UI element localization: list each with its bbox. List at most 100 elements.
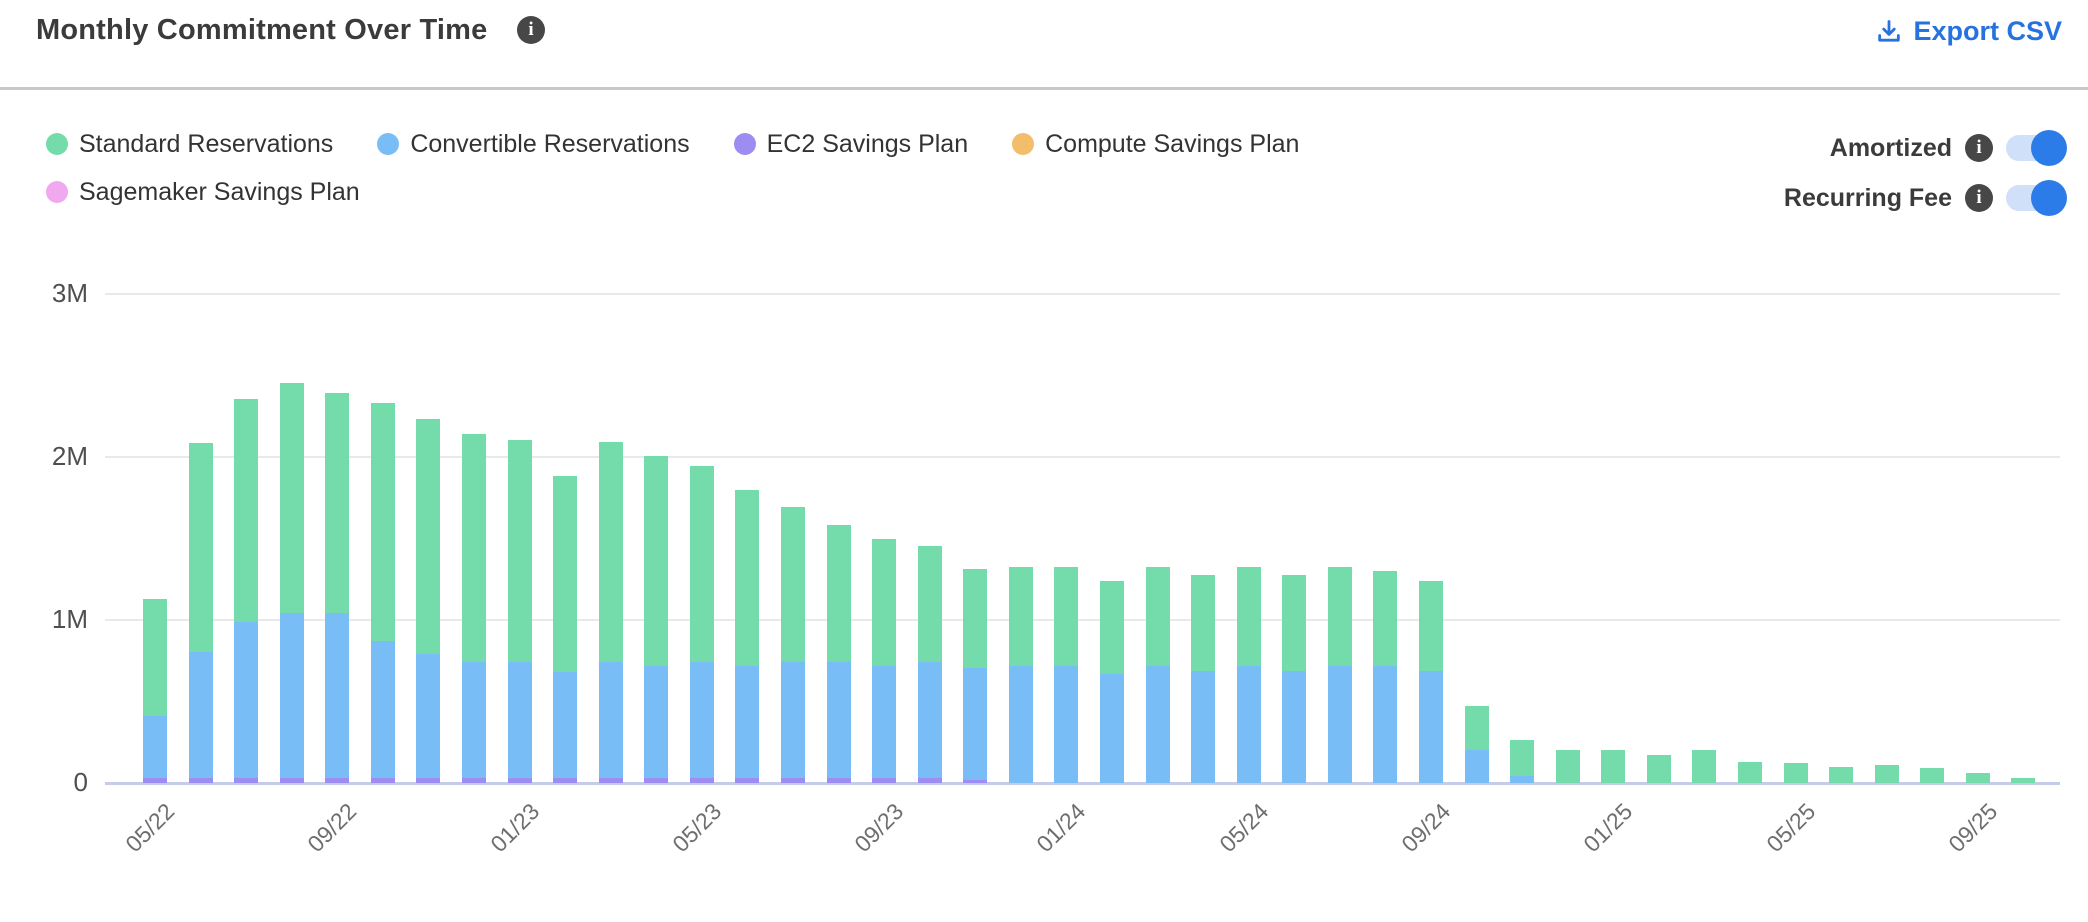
convertible-reservations-segment[interactable] <box>1236 666 1261 783</box>
bar-10/22[interactable] <box>370 250 395 783</box>
legend-item-ec2-savings-plan[interactable]: EC2 Savings Plan <box>733 128 968 160</box>
standard-reservations-segment[interactable] <box>553 476 578 672</box>
bar-03/23[interactable] <box>598 250 623 783</box>
bar-01/25[interactable] <box>1601 250 1626 783</box>
bar-12/23[interactable] <box>1008 250 1033 783</box>
convertible-reservations-segment[interactable] <box>234 622 259 778</box>
bar-04/23[interactable] <box>644 250 669 783</box>
ec2-savings-plan-segment[interactable] <box>872 778 897 783</box>
convertible-reservations-segment[interactable] <box>279 613 304 778</box>
convertible-reservations-segment[interactable] <box>917 662 942 778</box>
bar-10/23[interactable] <box>917 250 942 783</box>
bar-09/22[interactable] <box>325 250 350 783</box>
ec2-savings-plan-segment[interactable] <box>416 778 441 783</box>
standard-reservations-segment[interactable] <box>507 440 532 662</box>
standard-reservations-segment[interactable] <box>1692 750 1717 783</box>
convertible-reservations-segment[interactable] <box>1008 666 1033 783</box>
convertible-reservations-segment[interactable] <box>963 668 988 780</box>
ec2-savings-plan-segment[interactable] <box>507 778 532 783</box>
bar-09/23[interactable] <box>872 250 897 783</box>
standard-reservations-segment[interactable] <box>644 456 669 666</box>
standard-reservations-segment[interactable] <box>416 419 441 654</box>
ec2-savings-plan-segment[interactable] <box>279 778 304 783</box>
bar-07/25[interactable] <box>1874 250 1899 783</box>
standard-reservations-segment[interactable] <box>963 569 988 668</box>
standard-reservations-segment[interactable] <box>1373 571 1398 666</box>
bar-05/24[interactable] <box>1236 250 1261 783</box>
convertible-reservations-segment[interactable] <box>143 716 167 778</box>
convertible-reservations-segment[interactable] <box>1282 671 1307 783</box>
bar-04/25[interactable] <box>1737 250 1762 783</box>
bar-12/22[interactable] <box>461 250 486 783</box>
bar-03/24[interactable] <box>1145 250 1170 783</box>
legend-item-convertible-reservations[interactable]: Convertible Reservations <box>377 128 690 160</box>
standard-reservations-segment[interactable] <box>279 383 304 613</box>
ec2-savings-plan-segment[interactable] <box>963 780 988 783</box>
standard-reservations-segment[interactable] <box>1737 762 1762 783</box>
ec2-savings-plan-segment[interactable] <box>735 778 760 783</box>
standard-reservations-segment[interactable] <box>1099 581 1124 674</box>
standard-reservations-segment[interactable] <box>370 403 395 641</box>
convertible-reservations-segment[interactable] <box>598 662 623 778</box>
bar-07/22[interactable] <box>234 250 259 783</box>
ec2-savings-plan-segment[interactable] <box>325 778 350 783</box>
ec2-savings-plan-segment[interactable] <box>370 778 395 783</box>
ec2-savings-plan-segment[interactable] <box>689 778 714 783</box>
bar-06/24[interactable] <box>1282 250 1307 783</box>
bar-06/22[interactable] <box>188 250 213 783</box>
bar-11/23[interactable] <box>963 250 988 783</box>
ec2-savings-plan-segment[interactable] <box>644 778 669 783</box>
standard-reservations-segment[interactable] <box>1874 765 1899 783</box>
ec2-savings-plan-segment[interactable] <box>553 778 578 783</box>
convertible-reservations-segment[interactable] <box>553 672 578 778</box>
toggle-switch-recurring-fee[interactable] <box>2006 180 2067 216</box>
bar-02/24[interactable] <box>1099 250 1124 783</box>
standard-reservations-segment[interactable] <box>1965 773 1990 783</box>
bar-11/24[interactable] <box>1510 250 1535 783</box>
standard-reservations-segment[interactable] <box>1464 706 1489 750</box>
standard-reservations-segment[interactable] <box>461 434 486 662</box>
standard-reservations-segment[interactable] <box>598 442 623 662</box>
bar-02/23[interactable] <box>553 250 578 783</box>
legend-item-sagemaker-savings-plan[interactable]: Sagemaker Savings Plan <box>46 176 360 208</box>
convertible-reservations-segment[interactable] <box>1464 750 1489 783</box>
convertible-reservations-segment[interactable] <box>1054 666 1079 783</box>
convertible-reservations-segment[interactable] <box>644 666 669 778</box>
legend-item-standard-reservations[interactable]: Standard Reservations <box>46 128 333 160</box>
standard-reservations-segment[interactable] <box>872 539 897 666</box>
standard-reservations-segment[interactable] <box>1783 763 1808 783</box>
ec2-savings-plan-segment[interactable] <box>917 778 942 783</box>
convertible-reservations-segment[interactable] <box>1099 674 1124 783</box>
convertible-reservations-segment[interactable] <box>872 666 897 778</box>
convertible-reservations-segment[interactable] <box>780 662 805 778</box>
standard-reservations-segment[interactable] <box>1920 768 1945 783</box>
info-icon-amortized[interactable]: i <box>1965 134 1993 162</box>
convertible-reservations-segment[interactable] <box>1418 671 1443 783</box>
standard-reservations-segment[interactable] <box>917 546 942 662</box>
export-csv-button[interactable]: Export CSV <box>1875 16 2062 47</box>
standard-reservations-segment[interactable] <box>1191 575 1216 671</box>
convertible-reservations-segment[interactable] <box>826 662 851 778</box>
convertible-reservations-segment[interactable] <box>507 662 532 778</box>
standard-reservations-segment[interactable] <box>1646 755 1671 783</box>
bar-03/25[interactable] <box>1692 250 1717 783</box>
standard-reservations-segment[interactable] <box>1008 567 1033 666</box>
convertible-reservations-segment[interactable] <box>689 662 714 778</box>
standard-reservations-segment[interactable] <box>1236 567 1261 666</box>
bar-08/25[interactable] <box>1920 250 1945 783</box>
standard-reservations-segment[interactable] <box>735 490 760 666</box>
standard-reservations-segment[interactable] <box>1327 567 1352 666</box>
ec2-savings-plan-segment[interactable] <box>461 778 486 783</box>
ec2-savings-plan-segment[interactable] <box>598 778 623 783</box>
standard-reservations-segment[interactable] <box>1418 581 1443 671</box>
standard-reservations-segment[interactable] <box>1282 575 1307 671</box>
convertible-reservations-segment[interactable] <box>325 613 350 778</box>
bar-08/24[interactable] <box>1373 250 1398 783</box>
title-info-icon[interactable]: i <box>517 16 545 44</box>
bar-11/22[interactable] <box>416 250 441 783</box>
standard-reservations-segment[interactable] <box>826 525 851 662</box>
bar-07/24[interactable] <box>1327 250 1352 783</box>
bar-01/24[interactable] <box>1054 250 1079 783</box>
standard-reservations-segment[interactable] <box>1829 767 1854 783</box>
standard-reservations-segment[interactable] <box>1555 750 1580 783</box>
